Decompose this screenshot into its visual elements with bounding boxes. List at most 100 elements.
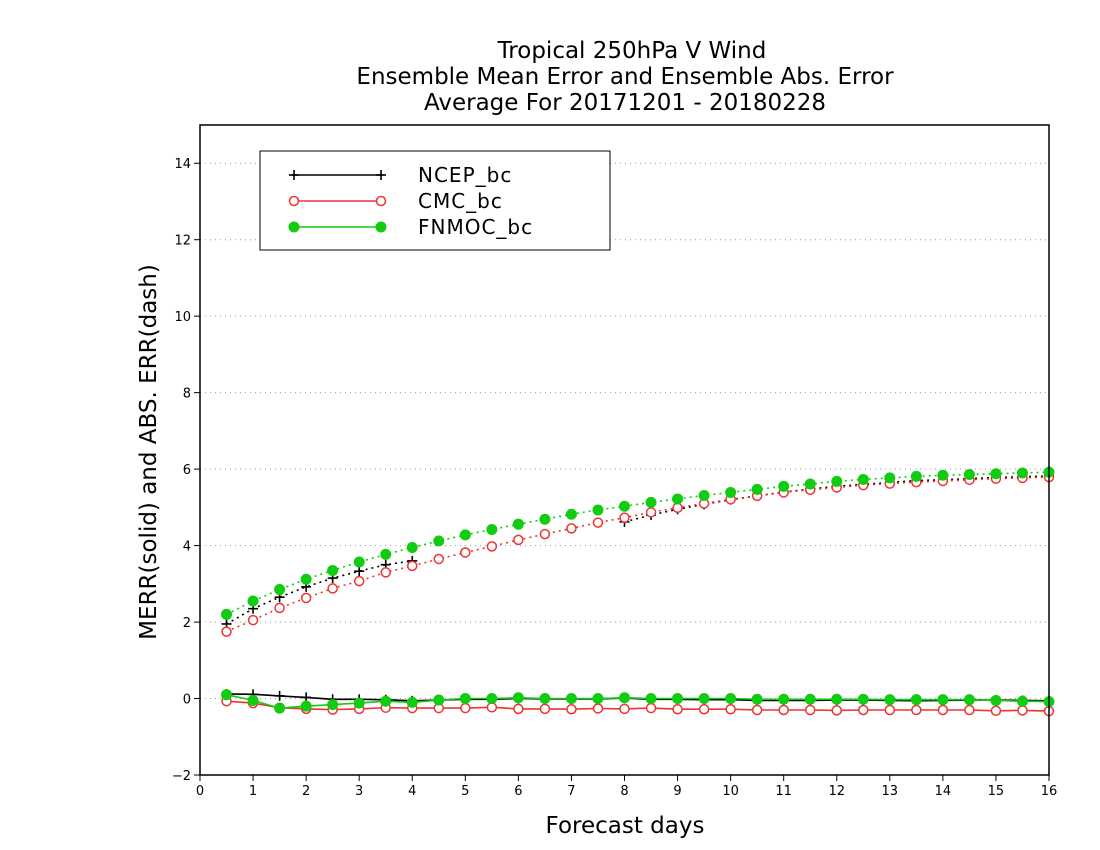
FNMOC_bc-abs_err-point <box>327 564 339 576</box>
x-tick-label: 15 <box>988 784 1005 799</box>
FNMOC_bc-abs_err-point <box>937 469 949 481</box>
y-tick-label: 12 <box>174 234 191 249</box>
CMC_bc-abs_err-point <box>407 560 418 572</box>
FNMOC_bc-merr-point <box>353 697 365 709</box>
CMC_bc-merr-point <box>486 702 498 713</box>
CMC_bc-merr-point <box>592 703 604 714</box>
FNMOC_bc-abs_err-point <box>459 529 471 541</box>
FNMOC_bc-abs_err-point <box>300 573 312 585</box>
CMC_bc-merr-point <box>619 703 630 715</box>
plot-series <box>221 466 1055 717</box>
legend-marker-right <box>375 195 387 207</box>
FNMOC_bc-merr-point <box>645 693 657 705</box>
FNMOC_bc-abs_err-line <box>226 471 1050 616</box>
FNMOC_bc-merr-point <box>406 696 418 708</box>
FNMOC_bc-abs_err-point <box>433 535 445 547</box>
y-tick-label: 8 <box>183 387 191 402</box>
FNMOC_bc-merr-point <box>459 693 471 705</box>
x-tick-label: 12 <box>828 784 845 799</box>
FNMOC_bc-merr-point <box>831 693 843 705</box>
CMC_bc-abs_err-point <box>672 502 683 513</box>
FNMOC_bc-merr-point <box>1016 695 1028 707</box>
FNMOC_bc-abs_err-series <box>221 466 1055 620</box>
FNMOC_bc-merr-point <box>486 693 498 705</box>
legend-item-FNMOC_bc: FNMOC_bc <box>288 215 532 239</box>
CMC_bc-merr-point <box>725 703 736 715</box>
NCEP_bc-abs_err-point <box>354 566 365 577</box>
FNMOC_bc-abs_err-point <box>1016 467 1028 479</box>
x-tick-label: 5 <box>461 784 469 799</box>
CMC_bc-merr-point <box>831 705 842 716</box>
FNMOC_bc-abs_err-point <box>831 475 843 487</box>
CMC_bc-merr-point <box>778 704 789 716</box>
CMC_bc-abs_err-point <box>592 517 604 528</box>
FNMOC_bc-merr-point <box>565 693 577 705</box>
y-axis-label: MERR(solid) and ABS. ERR(dash) <box>136 264 162 640</box>
NCEP_bc-abs_err-line <box>226 475 1050 625</box>
CMC_bc-abs_err-point <box>274 602 285 614</box>
FNMOC_bc-merr-point <box>433 694 445 706</box>
CMC_bc-abs_err-point <box>300 592 312 604</box>
FNMOC_bc-merr-point <box>221 689 233 701</box>
FNMOC_bc-merr-point <box>672 693 684 705</box>
CMC_bc-merr-point <box>1017 705 1028 716</box>
CMC_bc-merr-point <box>937 704 949 716</box>
FNMOC_bc-abs_err-point <box>804 478 816 490</box>
CMC_bc-merr-point <box>911 704 922 716</box>
legend-marker-left <box>288 195 300 207</box>
x-tick-label: 0 <box>196 784 204 799</box>
FNMOC_bc-abs_err-point <box>778 480 790 492</box>
FNMOC_bc-abs_err-point <box>698 490 710 501</box>
x-tick-label: 1 <box>249 784 257 799</box>
x-tick-label: 7 <box>567 784 575 799</box>
CMC_bc-abs_err-point <box>353 575 365 587</box>
FNMOC_bc-abs_err-point <box>857 473 869 485</box>
FNMOC_bc-abs_err-point <box>486 524 498 536</box>
FNMOC_bc-abs_err-point <box>990 468 1002 480</box>
FNMOC_bc-abs_err-point <box>512 518 524 530</box>
FNMOC_bc-abs_err-point <box>539 513 551 525</box>
legend-item-CMC_bc: CMC_bc <box>288 189 503 213</box>
y-tick-label: 14 <box>174 157 191 172</box>
CMC_bc-merr-point <box>990 705 1002 717</box>
CMC_bc-merr-point <box>539 703 551 715</box>
CMC_bc-merr-point <box>858 704 869 716</box>
CMC_bc-abs_err-point <box>433 553 445 565</box>
plot-frame <box>199 124 1050 776</box>
CMC_bc-abs_err-point <box>539 528 551 540</box>
CMC_bc-abs_err-point <box>486 541 498 552</box>
x-tick-label: 8 <box>620 784 628 799</box>
FNMOC_bc-merr-point <box>592 693 604 705</box>
x-tick-label: 10 <box>722 784 739 799</box>
NCEP_bc-abs_err-series <box>221 471 1054 629</box>
CMC_bc-merr-point <box>804 704 816 716</box>
FNMOC_bc-merr-point <box>804 693 816 705</box>
legend-label: CMC_bc <box>418 189 503 213</box>
FNMOC_bc-abs_err-point <box>645 496 657 508</box>
FNMOC_bc-merr-point <box>698 693 710 705</box>
x-tick-label: 3 <box>355 784 363 799</box>
CMC_bc-merr-point <box>884 704 896 716</box>
FNMOC_bc-abs_err-point <box>565 508 577 520</box>
FNMOC_bc-abs_err-point <box>963 468 975 480</box>
legend-marker-left <box>289 170 299 180</box>
y-tick-label: 2 <box>183 616 191 631</box>
FNMOC_bc-merr-point <box>300 700 312 712</box>
FNMOC_bc-merr-point <box>990 694 1002 706</box>
CMC_bc-abs_err-point <box>327 583 338 594</box>
FNMOC_bc-merr-point <box>247 694 259 706</box>
x-tick-label: 2 <box>302 784 310 799</box>
y-tick-label: −2 <box>172 769 191 784</box>
legend-marker-right <box>375 221 387 233</box>
legend-label: NCEP_bc <box>418 163 512 187</box>
x-tick-label: 4 <box>408 784 416 799</box>
x-tick-label: 16 <box>1041 784 1058 799</box>
FNMOC_bc-abs_err-point <box>247 595 259 607</box>
CMC_bc-merr-point <box>460 702 471 714</box>
CMC_bc-merr-point <box>751 704 763 716</box>
FNMOC_bc-abs_err-point <box>751 483 763 495</box>
chart-title-line-2: Ensemble Mean Error and Ensemble Abs. Er… <box>356 64 894 90</box>
CMC_bc-merr-point <box>513 703 524 715</box>
